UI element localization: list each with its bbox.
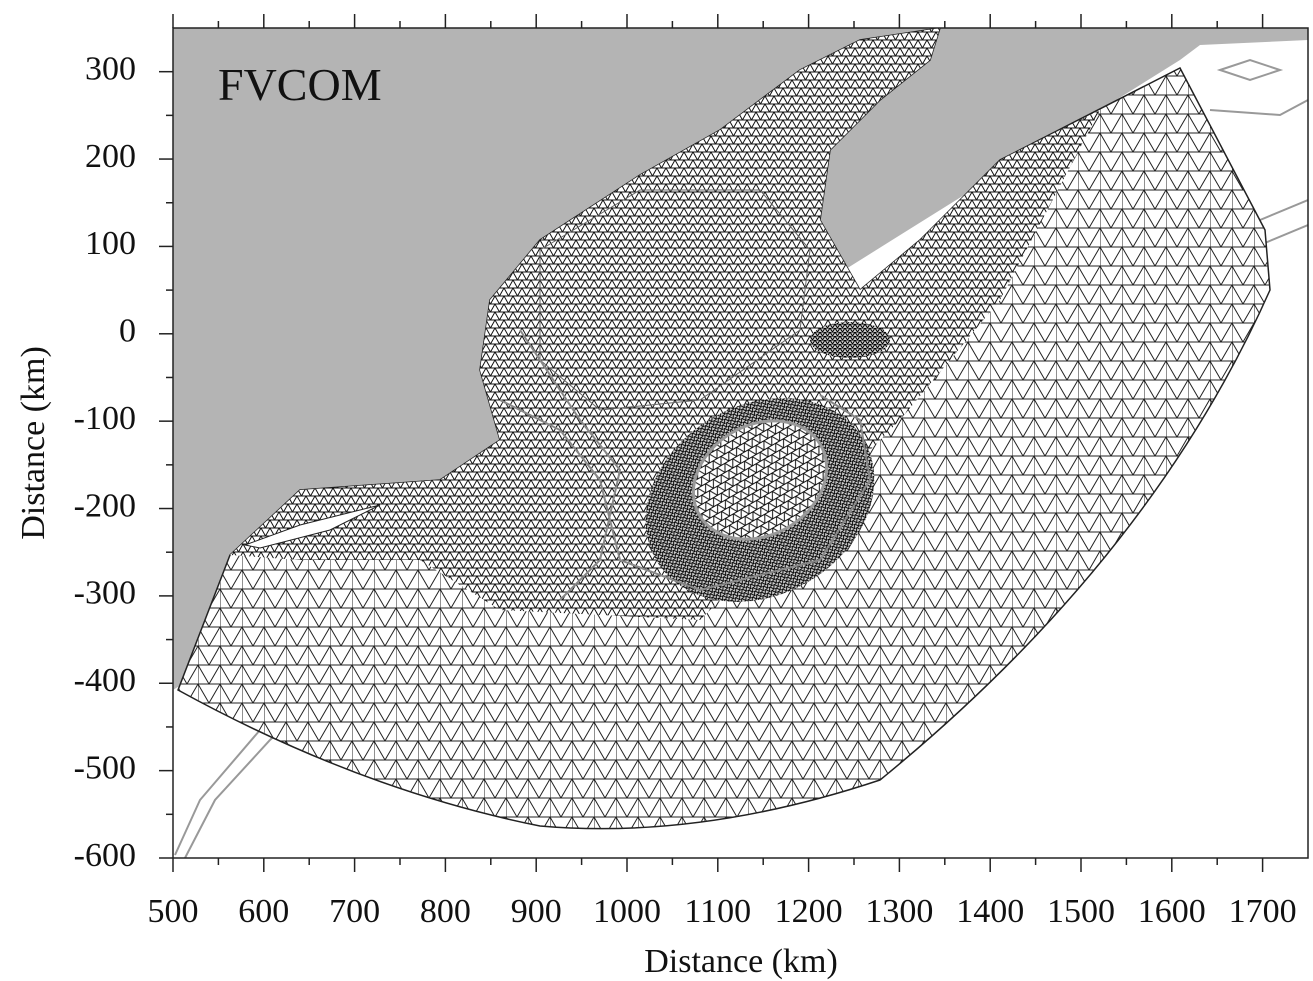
x-tick-label: 1300	[865, 893, 933, 930]
y-tick-label: 300	[85, 50, 136, 87]
map-layer	[173, 28, 1308, 858]
x-tick-label: 1500	[1047, 893, 1115, 930]
y-tick-label: -300	[74, 575, 136, 612]
y-tick-label: 100	[85, 225, 136, 262]
x-tick-label: 1400	[956, 893, 1024, 930]
x-axis-title: Distance (km)	[644, 943, 838, 980]
x-tick-label: 1600	[1138, 893, 1206, 930]
x-tick-label: 1700	[1229, 893, 1297, 930]
x-tick-label: 700	[329, 893, 380, 930]
x-tick-label: 800	[420, 893, 471, 930]
browns-bank	[810, 322, 890, 358]
y-tick-label: 200	[85, 138, 136, 175]
y-tick-label: -400	[74, 662, 136, 699]
x-tick-label: 600	[238, 893, 289, 930]
x-tick-label: 900	[511, 893, 562, 930]
y-tick-label: -500	[74, 749, 136, 786]
x-tick-label: 500	[148, 893, 199, 930]
page: {"chart_data": {"type": "mesh-map", "ann…	[0, 0, 1313, 981]
x-tick-label: 1100	[684, 893, 751, 930]
y-tick-label: -200	[74, 487, 136, 524]
annotation: FVCOM	[218, 59, 382, 110]
y-tick-label: 0	[119, 313, 136, 350]
y-tick-label: -100	[74, 400, 136, 437]
x-tick-label: 1200	[775, 893, 843, 930]
y-axis-title: Distance (km)	[15, 346, 52, 540]
x-tick-label: 1000	[593, 893, 661, 930]
chart: FVCOM Distance (km) Distance (km) 500 600…	[0, 0, 1313, 981]
y-tick-label: -600	[74, 837, 136, 874]
